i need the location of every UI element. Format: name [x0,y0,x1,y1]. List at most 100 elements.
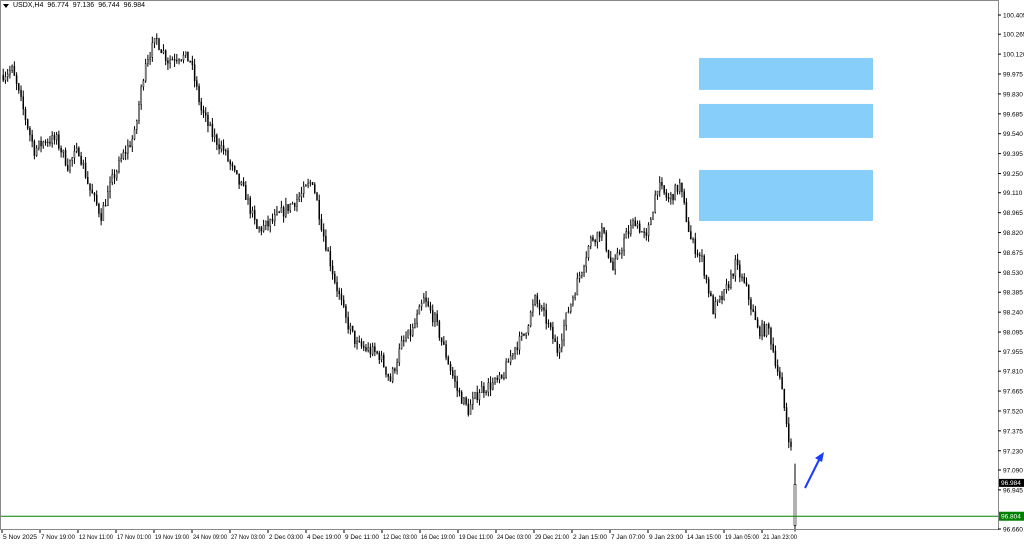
candle-body [135,120,138,130]
x-tick-label: 7 Jan 07:00 [611,534,645,541]
candle [371,342,374,357]
zone-rect-1[interactable] [699,103,873,138]
candle [38,140,40,151]
candle [191,55,194,71]
candle [552,321,554,344]
candle [503,372,505,381]
candle-body [788,423,790,443]
candle-body [678,182,681,192]
candle-body [33,141,36,156]
candle-body [634,220,636,227]
candle [770,326,772,350]
candle-body [371,346,374,355]
zone-rect-0[interactable] [699,57,873,90]
candle [391,366,394,384]
candle-body [478,392,481,400]
candle [20,85,22,102]
candle-body [741,276,743,278]
candle [429,301,432,314]
candle [449,361,452,375]
candle [82,159,85,169]
candle-body [409,329,412,336]
candle-body [492,382,494,390]
candle-body [98,203,100,214]
candle [51,131,53,148]
candle-body [690,231,692,240]
x-tick-label: 9 Jan 23:00 [649,534,683,541]
candle [31,129,33,148]
candle-body [612,261,614,271]
candle [576,272,579,296]
candle-body [549,323,552,328]
candle [451,366,454,379]
candle [351,325,354,333]
candle-body [160,49,162,54]
candle [44,139,47,146]
candle-body [552,326,554,339]
candle [122,149,125,160]
candle-body [231,163,234,167]
y-tick-label: 99.395 [1003,151,1023,158]
candle [258,226,260,233]
candle-body [187,51,189,62]
candle [665,188,668,201]
candle [779,366,781,380]
candle-body [349,325,352,330]
candle-body [147,59,149,64]
x-tick-label: 9 Dec 11:00 [345,534,379,541]
time-axis[interactable]: 5 Nov 2025 7 Nov 19:00 12 Nov 11:00 17 Nov … [1,530,797,541]
candle-body [447,357,450,365]
candle-body [302,185,305,194]
candle-body [416,313,418,324]
candle-body [111,174,114,183]
candle [581,271,583,279]
candle-body [391,368,394,382]
candle-body [369,347,372,355]
candle [403,335,405,347]
candle [58,130,60,151]
candle-body [645,232,648,236]
candle-body [536,295,539,304]
candle-body [107,191,109,207]
candle-body [743,276,746,283]
candle [699,252,701,263]
candle [118,156,120,174]
candle-body [309,182,312,184]
candle [189,60,191,63]
candle [587,245,590,261]
candle-body [632,220,634,226]
candle-body [298,196,300,200]
candle [147,54,149,67]
y-tick-label: 96.945 [1003,487,1023,494]
candle-body [596,231,599,243]
candle [73,145,76,164]
candle [46,138,49,147]
dropdown-triangle-icon[interactable] [3,3,9,8]
candle [641,230,643,233]
candle [9,65,11,79]
candle-body [505,361,507,379]
candle [509,349,512,366]
candle [496,375,499,383]
candle-body [587,245,590,259]
candle-body [572,297,574,305]
candle [198,83,200,106]
candle [492,377,494,391]
candle [696,249,699,258]
price-axis[interactable]: 100.405 100.265 100.120 99.975 99.830 99.685 9… [998,13,1024,534]
candle-body [260,227,263,232]
candle [516,341,519,355]
y-tick-label: 98.530 [1003,270,1023,277]
candle [356,336,358,350]
candle-body [122,151,125,159]
candle-body [460,391,463,404]
candle-body [87,177,89,184]
candle-body [436,313,438,322]
candle-body [374,346,376,353]
candle-body [723,289,725,300]
zone-rect-2[interactable] [699,169,873,222]
trend-arrow-shaft[interactable] [804,455,822,489]
candle [527,324,530,336]
candle-body [756,319,759,328]
